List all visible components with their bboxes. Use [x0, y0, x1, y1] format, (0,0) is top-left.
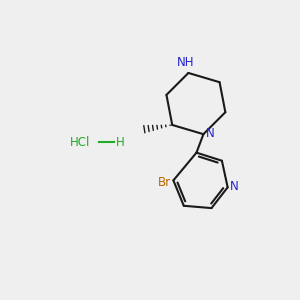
Text: N: N: [206, 127, 215, 140]
Text: HCl: HCl: [70, 136, 90, 149]
Text: Br: Br: [158, 176, 171, 189]
Text: H: H: [116, 136, 124, 149]
Text: NH: NH: [177, 56, 195, 70]
Text: N: N: [230, 180, 238, 193]
